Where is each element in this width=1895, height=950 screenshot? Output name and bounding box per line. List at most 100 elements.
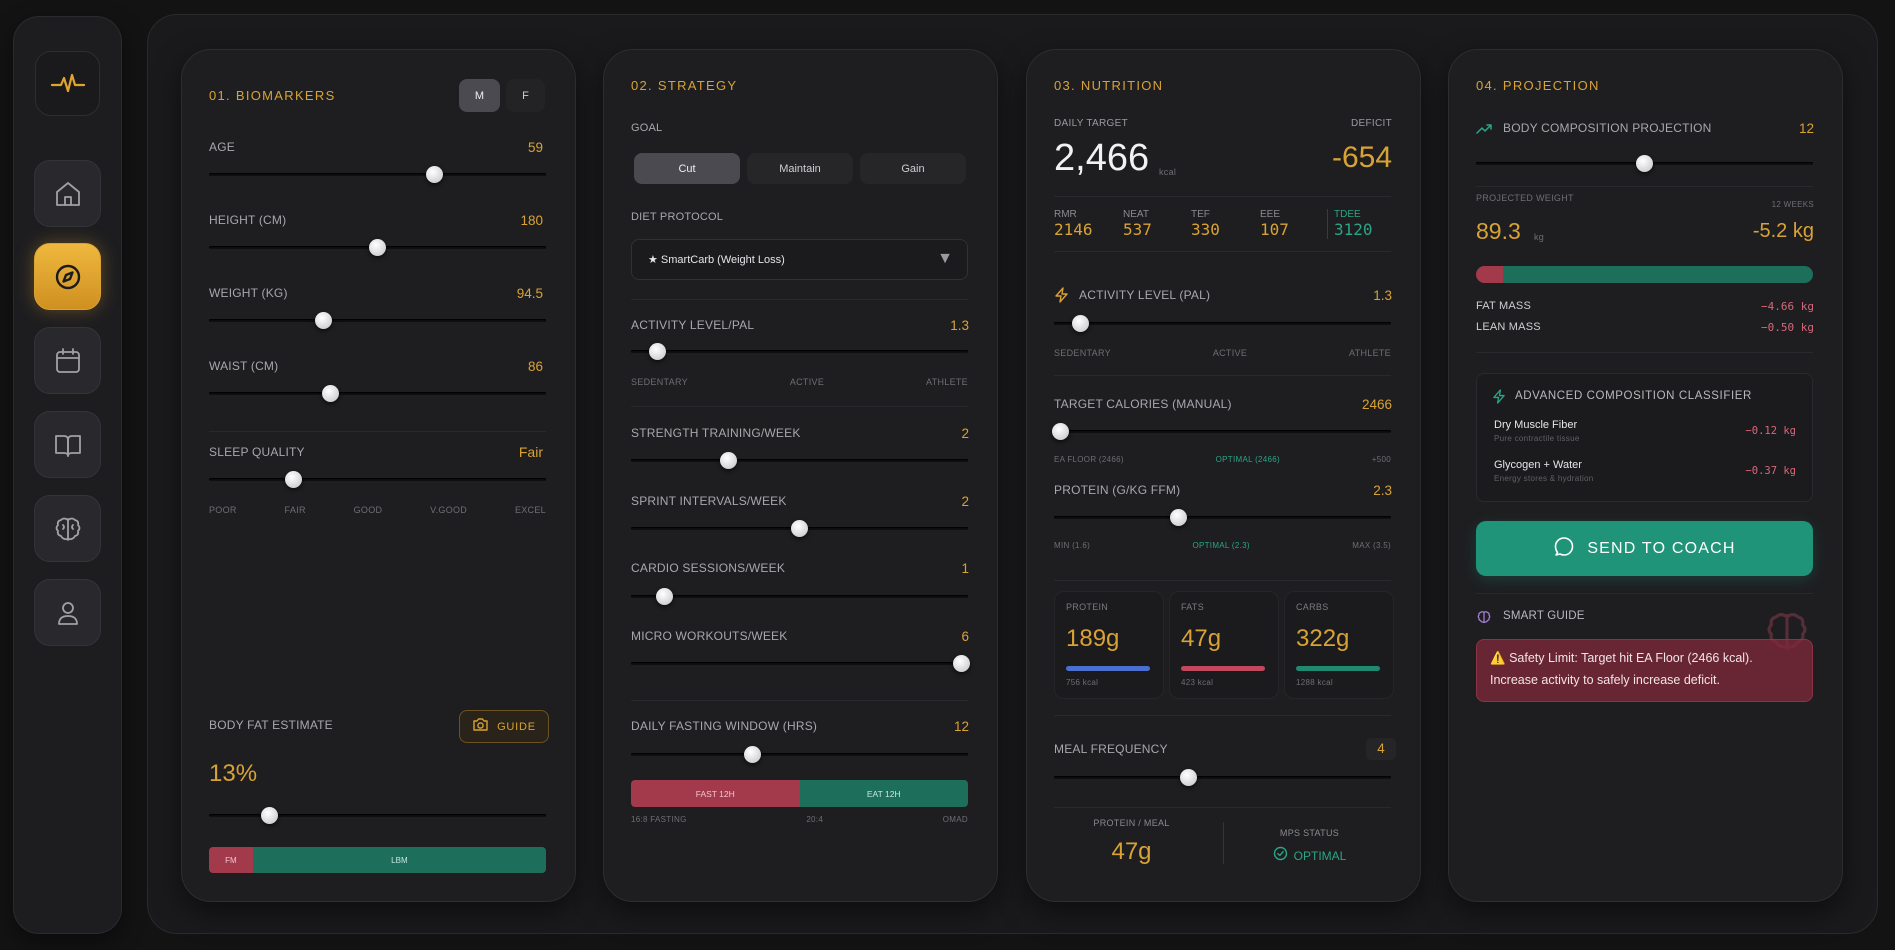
activity-label: ACTIVITY LEVEL/PAL (631, 318, 755, 332)
body-comp-slider-thumb[interactable] (1636, 155, 1653, 172)
meal-frequency-slider-track[interactable] (1054, 776, 1391, 779)
goal-maintain-button[interactable]: Maintain (747, 153, 853, 184)
sex-female-button[interactable]: F (506, 79, 545, 112)
send-to-coach-button[interactable]: SEND TO COACH (1476, 521, 1813, 576)
fasting-scale: 16:8 FASTING 20:4 OMAD (631, 815, 968, 824)
sprint-label: SPRINT INTERVALS/WEEK (631, 494, 787, 508)
projected-weight-value: 89.3 (1476, 218, 1521, 244)
sleep-slider-thumb[interactable] (284, 471, 302, 488)
divider (1054, 715, 1391, 716)
fasting-slider-track[interactable] (631, 753, 968, 756)
meal-frequency-slider-thumb[interactable] (1180, 769, 1198, 786)
strategy-panel: 02. STRATEGY GOAL Cut Maintain Gain DIET… (603, 49, 998, 902)
classifier-item-value: −0.37 kg (1745, 465, 1796, 477)
height-value: 180 (520, 213, 543, 228)
height-slider-thumb[interactable] (369, 239, 386, 256)
daily-target-value: 2,466 (1054, 137, 1150, 179)
scale-tick: 16:8 FASTING (631, 815, 687, 824)
guide-button[interactable]: GUIDE (459, 710, 549, 743)
sprint-slider-thumb[interactable] (791, 520, 808, 537)
scale-tick: MIN (1.6) (1054, 541, 1091, 550)
cardio-slider-thumb[interactable] (656, 588, 674, 605)
warning-line-2: Increase activity to safely increase def… (1490, 673, 1720, 687)
activity-pal-slider-track[interactable] (1054, 322, 1391, 325)
stat-rmr: RMR 2146 (1054, 209, 1093, 239)
sprint-value: 2 (961, 494, 969, 509)
target-calories-slider-track[interactable] (1054, 430, 1391, 433)
lightning-icon (1492, 389, 1506, 409)
scale-tick: +500 (1371, 455, 1391, 464)
pulse-logo-icon[interactable] (35, 51, 100, 116)
divider (1223, 822, 1224, 864)
stat-neat: NEAT 537 (1123, 209, 1152, 239)
projected-weight-label: PROJECTED WEIGHT (1476, 193, 1574, 203)
waist-slider-thumb[interactable] (321, 385, 339, 402)
micro-slider-thumb[interactable] (952, 655, 970, 672)
goal-cut-button[interactable]: Cut (634, 153, 740, 184)
target-calories-value: 2466 (1361, 397, 1392, 412)
weight-slider-track[interactable] (209, 319, 546, 322)
activity-pal-slider-thumb[interactable] (1072, 315, 1090, 332)
scale-tick: OPTIMAL (2466) (1215, 455, 1280, 464)
age-slider-thumb[interactable] (426, 166, 444, 183)
diet-protocol-select[interactable]: ★ SmartCarb (Weight Loss) ▼ (631, 239, 968, 280)
protein-slider-thumb[interactable] (1170, 509, 1188, 526)
sex-male-button[interactable]: M (459, 79, 500, 112)
body-composition-bar: FM LBM (209, 847, 546, 873)
stat-tef: TEF 330 (1191, 209, 1220, 239)
scale-tick: MAX (3.5) (1352, 541, 1391, 550)
target-calories-slider-thumb[interactable] (1052, 423, 1070, 440)
divider (1054, 580, 1391, 581)
divider (1054, 807, 1391, 808)
divider (631, 406, 968, 407)
fat-mass-segment: FM (209, 847, 253, 873)
warning-icon: ⚠️ (1490, 651, 1506, 665)
waist-slider-track[interactable] (209, 392, 546, 395)
sleep-slider-track[interactable] (209, 478, 546, 481)
lean-segment (1502, 266, 1813, 283)
lean-mass-segment: LBM (252, 847, 546, 873)
panel-title: 04. PROJECTION (1476, 78, 1600, 93)
scale-tick: SEDENTARY (1054, 348, 1111, 358)
goal-gain-button[interactable]: Gain (860, 153, 966, 184)
macro-value: 47g (1181, 625, 1222, 652)
brain-icon[interactable] (34, 495, 101, 562)
macro-kcal: 1288 kcal (1296, 678, 1333, 687)
activity-scale: SEDENTARY ACTIVE ATHLETE (631, 377, 968, 387)
body-comp-label: BODY COMPOSITION PROJECTION (1503, 121, 1712, 135)
eat-segment: EAT 12H (799, 780, 968, 807)
divider (1476, 352, 1813, 353)
classifier-item-sub: Energy stores & hydration (1494, 474, 1594, 483)
activity-slider-track[interactable] (631, 350, 968, 353)
protein-per-meal-value: 47g (1111, 838, 1152, 865)
strength-slider-track[interactable] (631, 459, 968, 462)
scale-tick: OPTIMAL (2.3) (1192, 541, 1250, 550)
book-icon[interactable] (34, 411, 101, 478)
macro-value: 189g (1066, 625, 1120, 652)
weight-slider-thumb[interactable] (315, 312, 333, 329)
body-fat-slider-thumb[interactable] (261, 807, 279, 824)
fasting-slider-thumb[interactable] (743, 746, 761, 763)
cardio-slider-track[interactable] (631, 595, 968, 598)
strength-value: 2 (961, 426, 969, 441)
calendar-icon[interactable] (34, 327, 101, 394)
home-icon[interactable] (34, 160, 101, 227)
compass-icon[interactable] (34, 243, 101, 310)
age-slider-track[interactable] (209, 173, 546, 176)
fat-segment (1476, 266, 1503, 283)
macro-card-fats: FATS 47g 423 kcal (1169, 591, 1279, 699)
scale-tick: V.GOOD (430, 505, 468, 515)
activity-pal-label: ACTIVITY LEVEL (PAL) (1079, 288, 1211, 302)
user-icon[interactable] (34, 579, 101, 646)
scale-tick: ACTIVE (1212, 348, 1248, 358)
micro-slider-track[interactable] (631, 662, 968, 665)
micro-value: 6 (961, 629, 969, 644)
protein-slider-track[interactable] (1054, 516, 1391, 519)
body-fat-slider-track[interactable] (209, 814, 546, 817)
activity-slider-thumb[interactable] (649, 343, 667, 360)
scale-tick: ACTIVE (789, 377, 825, 387)
strength-slider-thumb[interactable] (720, 452, 738, 469)
lightning-icon (1054, 287, 1069, 308)
biomarkers-panel: 01. BIOMARKERS M F AGE 59 HEIGHT (CM) 18… (181, 49, 576, 902)
waist-value: 86 (527, 359, 543, 374)
